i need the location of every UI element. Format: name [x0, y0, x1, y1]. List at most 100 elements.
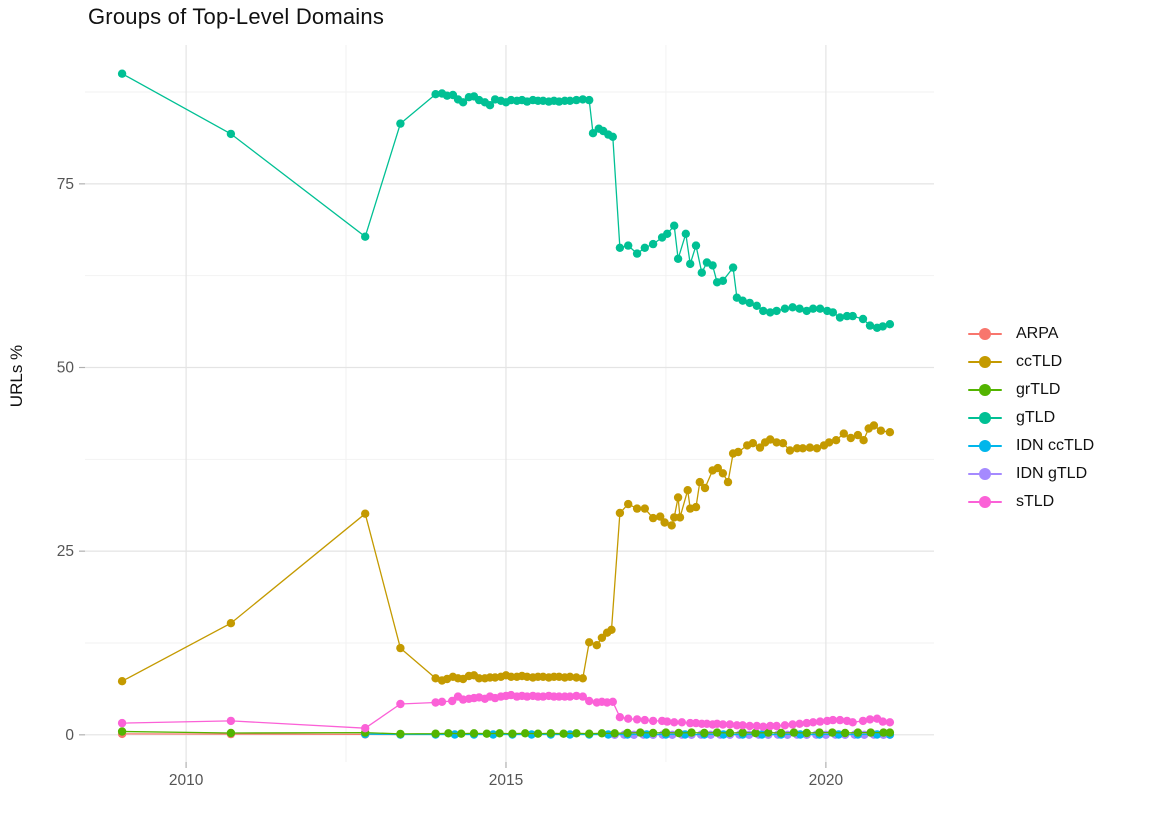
data-point: [565, 672, 575, 681]
data-point: [572, 729, 581, 738]
data-point: [624, 241, 633, 250]
data-point: [437, 697, 447, 706]
data-point: [835, 715, 845, 725]
data-point: [623, 728, 632, 738]
data-point: [764, 728, 773, 737]
data-point: [718, 469, 728, 478]
legend-dot-icon: [979, 412, 991, 424]
data-point: [885, 718, 895, 727]
data-point: [474, 674, 484, 683]
data-point: [610, 729, 619, 738]
data-point: [808, 718, 818, 727]
data-point: [640, 243, 649, 252]
data-point: [728, 263, 738, 272]
data-point: [624, 499, 633, 509]
data-point: [597, 729, 607, 738]
legend-dot-icon: [979, 356, 991, 368]
data-point: [738, 728, 747, 737]
legend-marker-icon: [968, 328, 1002, 340]
data-point: [482, 729, 491, 738]
data-point: [772, 306, 781, 316]
data-point: [772, 721, 781, 731]
data-point: [508, 729, 517, 738]
y-axis-title: URLs %: [7, 344, 26, 408]
data-point: [815, 717, 825, 726]
data-point: [670, 718, 679, 727]
data-point: [718, 276, 728, 285]
data-point: [828, 308, 838, 317]
data-point: [859, 436, 868, 445]
data-point: [677, 718, 687, 727]
data-point: [607, 625, 616, 634]
data-point: [708, 261, 717, 270]
data-point: [660, 518, 669, 527]
data-point: [858, 716, 868, 726]
legend-label: ARPA: [1016, 325, 1059, 342]
data-point: [361, 232, 370, 241]
legend-label: gTLD: [1016, 409, 1056, 426]
data-point: [700, 728, 709, 738]
data-point: [226, 728, 236, 738]
data-point: [648, 728, 658, 738]
series-line-arpa: [122, 733, 401, 736]
data-point: [802, 306, 811, 316]
data-point: [226, 129, 236, 139]
data-point: [759, 722, 768, 731]
data-point: [578, 674, 587, 683]
legend: ARPA ccTLD grTLD gTLD IDN ccTLD IDN gTLD: [968, 320, 1094, 516]
data-point: [885, 428, 895, 437]
data-point: [745, 298, 754, 308]
data-point: [780, 304, 790, 313]
data-point: [686, 259, 695, 269]
data-point: [396, 699, 405, 709]
data-point: [795, 304, 804, 313]
data-point: [759, 306, 768, 316]
x-tick-label: 2020: [809, 772, 844, 789]
data-point: [572, 673, 581, 682]
data-point: [686, 718, 695, 728]
data-point: [853, 728, 863, 737]
data-point: [615, 713, 625, 722]
data-point: [546, 729, 555, 738]
data-point: [751, 728, 760, 738]
data-point: [604, 730, 613, 739]
data-point: [789, 728, 799, 737]
data-point: [506, 672, 516, 681]
data-point: [670, 221, 679, 230]
data-point: [828, 715, 838, 725]
data-point: [772, 438, 781, 447]
data-point: [361, 509, 370, 518]
data-point: [732, 721, 742, 730]
data-point: [485, 101, 495, 110]
data-point: [848, 718, 857, 727]
data-point: [521, 729, 530, 738]
legend-item: ARPA: [968, 320, 1094, 348]
data-point: [785, 446, 795, 455]
data-point: [431, 674, 440, 683]
data-point: [632, 715, 642, 724]
data-point: [572, 691, 581, 701]
data-point: [585, 638, 594, 647]
data-point: [802, 728, 811, 738]
data-point: [632, 249, 642, 258]
data-point: [755, 443, 765, 452]
data-point: [648, 513, 658, 523]
y-tick-label: 0: [65, 727, 74, 744]
data-point: [396, 643, 405, 653]
data-point: [848, 311, 857, 321]
data-point: [117, 677, 127, 686]
data-point: [663, 229, 672, 238]
legend-marker-icon: [968, 468, 1002, 480]
data-point: [858, 314, 868, 324]
data-point: [578, 692, 587, 701]
data-point: [878, 322, 887, 331]
data-point: [226, 619, 236, 628]
data-point: [431, 729, 440, 738]
legend-item: IDN ccTLD: [968, 432, 1094, 460]
data-point: [592, 641, 601, 650]
legend-item: grTLD: [968, 376, 1094, 404]
legend-label: sTLD: [1016, 493, 1055, 510]
data-point: [718, 720, 728, 729]
data-point: [839, 429, 848, 438]
data-point: [815, 728, 824, 737]
